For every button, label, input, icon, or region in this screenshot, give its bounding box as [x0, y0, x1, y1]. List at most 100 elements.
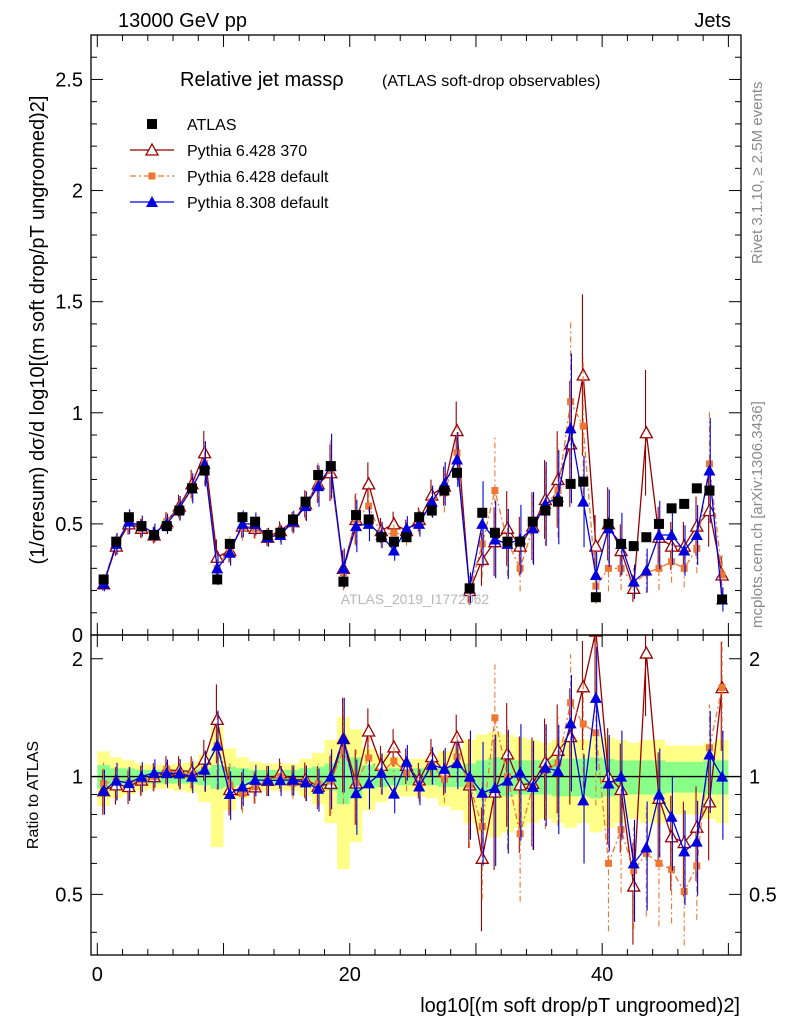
ratio-point: [100, 780, 108, 788]
data-point: [567, 398, 575, 406]
data-point: [387, 544, 400, 556]
x-axis-label: log10[(m soft drop/pT ungroomed)2]: [420, 995, 740, 1017]
ratio-point: [110, 774, 123, 786]
data-point: [338, 576, 349, 587]
data-point: [616, 538, 627, 549]
ratio-panel: [91, 635, 741, 946]
data-point: [640, 564, 653, 576]
ratio-point: [453, 753, 461, 761]
data-point: [161, 521, 172, 532]
data-point: [526, 522, 539, 534]
ratio-point: [413, 780, 426, 792]
data-point: [552, 496, 563, 507]
ratio-point: [122, 777, 135, 789]
data-point: [464, 583, 475, 594]
ratio-point: [286, 773, 299, 785]
data-point: [540, 505, 551, 516]
rivet-label: Rivet 3.1.10, ≥ 2.5M events: [749, 82, 766, 265]
y-tick-label: 1: [72, 403, 83, 425]
data-point: [628, 541, 639, 552]
ratio-point: [718, 684, 726, 692]
ratio-point: [476, 786, 489, 798]
data-point: [704, 485, 715, 496]
data-point: [211, 562, 224, 574]
data-point: [262, 530, 273, 540]
ratio-point: [361, 723, 376, 737]
ratio-point: [352, 779, 360, 787]
ratio-point: [627, 857, 640, 869]
data-point: [414, 512, 425, 523]
series-line: [102, 374, 723, 591]
ratio-point: [639, 645, 654, 659]
data-point: [425, 495, 438, 507]
data-point: [554, 487, 562, 495]
data-point: [690, 529, 703, 540]
ratio-point: [387, 787, 400, 799]
data-point: [174, 505, 185, 516]
ratio-point: [97, 784, 110, 796]
data-point: [451, 453, 464, 465]
ratio-y-tick-label: 1: [72, 767, 83, 789]
data-point: [680, 564, 688, 572]
data-point: [312, 480, 325, 492]
ratio-point: [592, 729, 600, 737]
ratio-point: [466, 781, 474, 789]
data-point: [564, 422, 577, 434]
ratio-point: [236, 780, 249, 792]
legend: ATLAS Pythia 6.428 370 Pythia 6.428 defaul…: [130, 117, 329, 212]
ratio-point: [655, 859, 663, 867]
data-point: [250, 516, 261, 527]
ratio-point: [579, 720, 587, 728]
ratio-point: [400, 755, 413, 767]
ratio-point: [705, 744, 713, 752]
data-point: [401, 532, 412, 543]
data-point: [491, 487, 499, 495]
ratio-y-axis-label: Ratio to ATLAS: [25, 741, 42, 849]
data-point: [111, 536, 122, 547]
band-green-bin: [640, 760, 653, 795]
legend-label: Pythia 6.428 default: [187, 169, 329, 186]
data-point: [453, 449, 461, 457]
data-point: [236, 517, 249, 529]
data-point: [590, 592, 601, 603]
band-green-bin: [677, 761, 691, 793]
x-tick-label: 0: [92, 964, 103, 986]
data-point: [337, 562, 350, 574]
ratio-point: [640, 841, 653, 853]
ratio-point: [516, 830, 524, 838]
data-point: [639, 425, 654, 439]
ratio-point: [500, 746, 515, 760]
data-point: [626, 580, 641, 594]
data-point: [666, 503, 677, 514]
ratio-point: [425, 758, 438, 770]
y-tick-label: 0.5: [55, 514, 83, 536]
legend-marker: [148, 172, 156, 180]
band-green-bin: [665, 761, 678, 793]
data-point: [186, 483, 197, 494]
ratio-point: [185, 770, 198, 782]
data-point: [477, 507, 488, 518]
data-point: [577, 495, 590, 507]
legend-label: Pythia 8.308 default: [187, 195, 329, 212]
data-point: [665, 529, 678, 540]
header-right: Jets: [694, 10, 731, 32]
ratio-point: [299, 776, 312, 788]
x-tick-label: 20: [339, 964, 361, 986]
data-point: [488, 533, 501, 545]
ratio-y-tick-label-right: 2: [749, 649, 760, 671]
ratio-frame: [90, 634, 742, 956]
axes-frames: [90, 34, 742, 956]
data-point: [678, 544, 691, 556]
y-tick-label: 2.5: [55, 69, 83, 91]
ratio-point: [501, 774, 514, 786]
ratio-point: [223, 788, 236, 800]
data-point: [287, 514, 298, 525]
ratio-point: [148, 766, 161, 778]
mcplots-label: mcplots.cern.ch [arXiv:1306.3436]: [749, 401, 766, 628]
data-point: [579, 422, 587, 430]
data-point: [478, 540, 486, 548]
data-point: [351, 510, 362, 520]
ratio-point: [604, 859, 612, 867]
